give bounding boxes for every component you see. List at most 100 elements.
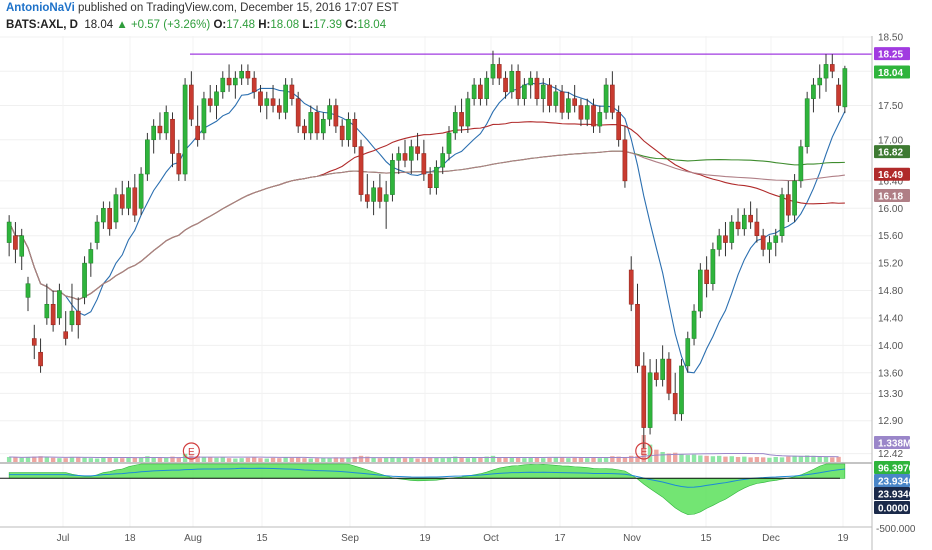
y-tick-label: 14.00 bbox=[878, 341, 903, 352]
volume-bar bbox=[170, 456, 175, 462]
candle-body bbox=[704, 269, 709, 284]
volume-bar bbox=[710, 456, 716, 462]
candle-body bbox=[283, 84, 288, 113]
volume-bar bbox=[421, 458, 427, 462]
volume-bar bbox=[101, 457, 106, 462]
candle-body bbox=[396, 153, 402, 161]
ohlc-legend: BATS:AXL, D 18.04 ▲ +0.57 (+3.26%) O:17.… bbox=[6, 19, 386, 31]
volume-bar bbox=[490, 455, 496, 462]
candle-body bbox=[534, 77, 540, 99]
author-name[interactable]: AntonioNaVi bbox=[6, 2, 75, 14]
candle-body bbox=[239, 71, 244, 79]
volume-bar bbox=[19, 457, 24, 462]
candle-body bbox=[207, 98, 213, 106]
open-label: O: bbox=[213, 19, 227, 31]
y-tick-label: 12.42 bbox=[878, 449, 903, 460]
candle-body bbox=[829, 64, 835, 72]
volume-bar bbox=[798, 456, 804, 462]
volume-bar bbox=[591, 457, 596, 462]
candle-body bbox=[63, 331, 69, 339]
tag-text: 18.25 bbox=[878, 50, 903, 61]
y-tick-label: 17.00 bbox=[878, 135, 903, 146]
candle-body bbox=[31, 338, 37, 346]
volume-bar bbox=[82, 457, 87, 462]
volume-bar bbox=[201, 456, 207, 462]
volume-bar bbox=[283, 457, 288, 462]
ma-long-line bbox=[8, 150, 845, 301]
oscillator-panel bbox=[0, 463, 846, 515]
volume-bar bbox=[572, 457, 577, 462]
candle-body bbox=[566, 98, 571, 113]
volume-bar bbox=[377, 458, 383, 462]
volume-bar bbox=[132, 457, 138, 462]
candle-body bbox=[182, 84, 188, 175]
y-tick-label: 13.30 bbox=[878, 389, 903, 400]
volume-bar bbox=[321, 457, 326, 462]
candle-body bbox=[522, 84, 527, 99]
volume-bar bbox=[270, 457, 276, 462]
low-label: L: bbox=[302, 19, 314, 31]
volume-bar bbox=[735, 456, 741, 462]
close-label: C: bbox=[345, 19, 358, 31]
candle-body bbox=[767, 242, 772, 250]
tag-text: 18.04 bbox=[878, 68, 903, 79]
volume-bar bbox=[616, 456, 621, 462]
volume-bar bbox=[402, 458, 408, 462]
candle-body bbox=[754, 221, 760, 236]
candle-body bbox=[434, 166, 439, 189]
volume-bar bbox=[264, 458, 269, 462]
candle-body bbox=[277, 105, 282, 113]
symbol-label[interactable]: BATS:AXL, D bbox=[6, 19, 78, 31]
candle-body bbox=[101, 208, 106, 223]
volume-bar bbox=[6, 456, 12, 462]
change-value: +0.57 (+3.26%) bbox=[130, 19, 211, 31]
volume-bar bbox=[811, 455, 816, 462]
volume-bar bbox=[446, 457, 452, 462]
volume-bar bbox=[358, 455, 364, 462]
volume-bar bbox=[13, 457, 18, 462]
publish-header: AntonioNaVi published on TradingView.com… bbox=[6, 2, 399, 14]
candle-body bbox=[654, 372, 659, 380]
candle-body bbox=[547, 84, 552, 106]
last-price: 18.04 bbox=[84, 19, 114, 31]
volume-bar bbox=[44, 457, 50, 462]
volume-bar bbox=[390, 456, 395, 462]
volume-bar bbox=[333, 457, 339, 462]
tag-bg bbox=[874, 65, 910, 79]
candle-body bbox=[685, 338, 691, 367]
volume-bar bbox=[541, 458, 546, 462]
volume-bar bbox=[314, 458, 320, 462]
tag-text: 16.49 bbox=[878, 170, 903, 181]
oscillator-tag: 96.3970 bbox=[874, 461, 915, 475]
volume-bar bbox=[792, 455, 797, 462]
volume-bar bbox=[773, 456, 778, 462]
volume-bar bbox=[76, 457, 81, 462]
volume-bar bbox=[622, 456, 628, 462]
candle-body bbox=[779, 194, 785, 236]
x-tick-label: 15 bbox=[256, 533, 268, 544]
volume-bar bbox=[371, 457, 376, 462]
candle-body bbox=[50, 303, 56, 326]
candle-body bbox=[390, 160, 395, 195]
candle-body bbox=[710, 249, 716, 284]
volume-bar bbox=[603, 457, 609, 462]
volume-bar bbox=[220, 457, 225, 462]
volume-bar bbox=[566, 458, 571, 462]
volume-bar bbox=[94, 458, 100, 462]
price-tag: 16.49 bbox=[874, 167, 910, 181]
candle-body bbox=[773, 235, 779, 243]
candle-body bbox=[729, 221, 735, 243]
candle-body bbox=[358, 146, 364, 195]
volume-bar bbox=[195, 456, 200, 462]
tag-text: 16.18 bbox=[878, 191, 903, 202]
candle-body bbox=[151, 125, 156, 141]
volume-bar bbox=[698, 455, 703, 462]
candle-body bbox=[478, 84, 483, 99]
volume-bar bbox=[459, 457, 464, 462]
candle-body bbox=[591, 105, 596, 127]
oscillator-signal-line bbox=[9, 467, 845, 488]
tag-text: 1.338M bbox=[878, 439, 911, 450]
oscillator-area bbox=[8, 463, 846, 515]
